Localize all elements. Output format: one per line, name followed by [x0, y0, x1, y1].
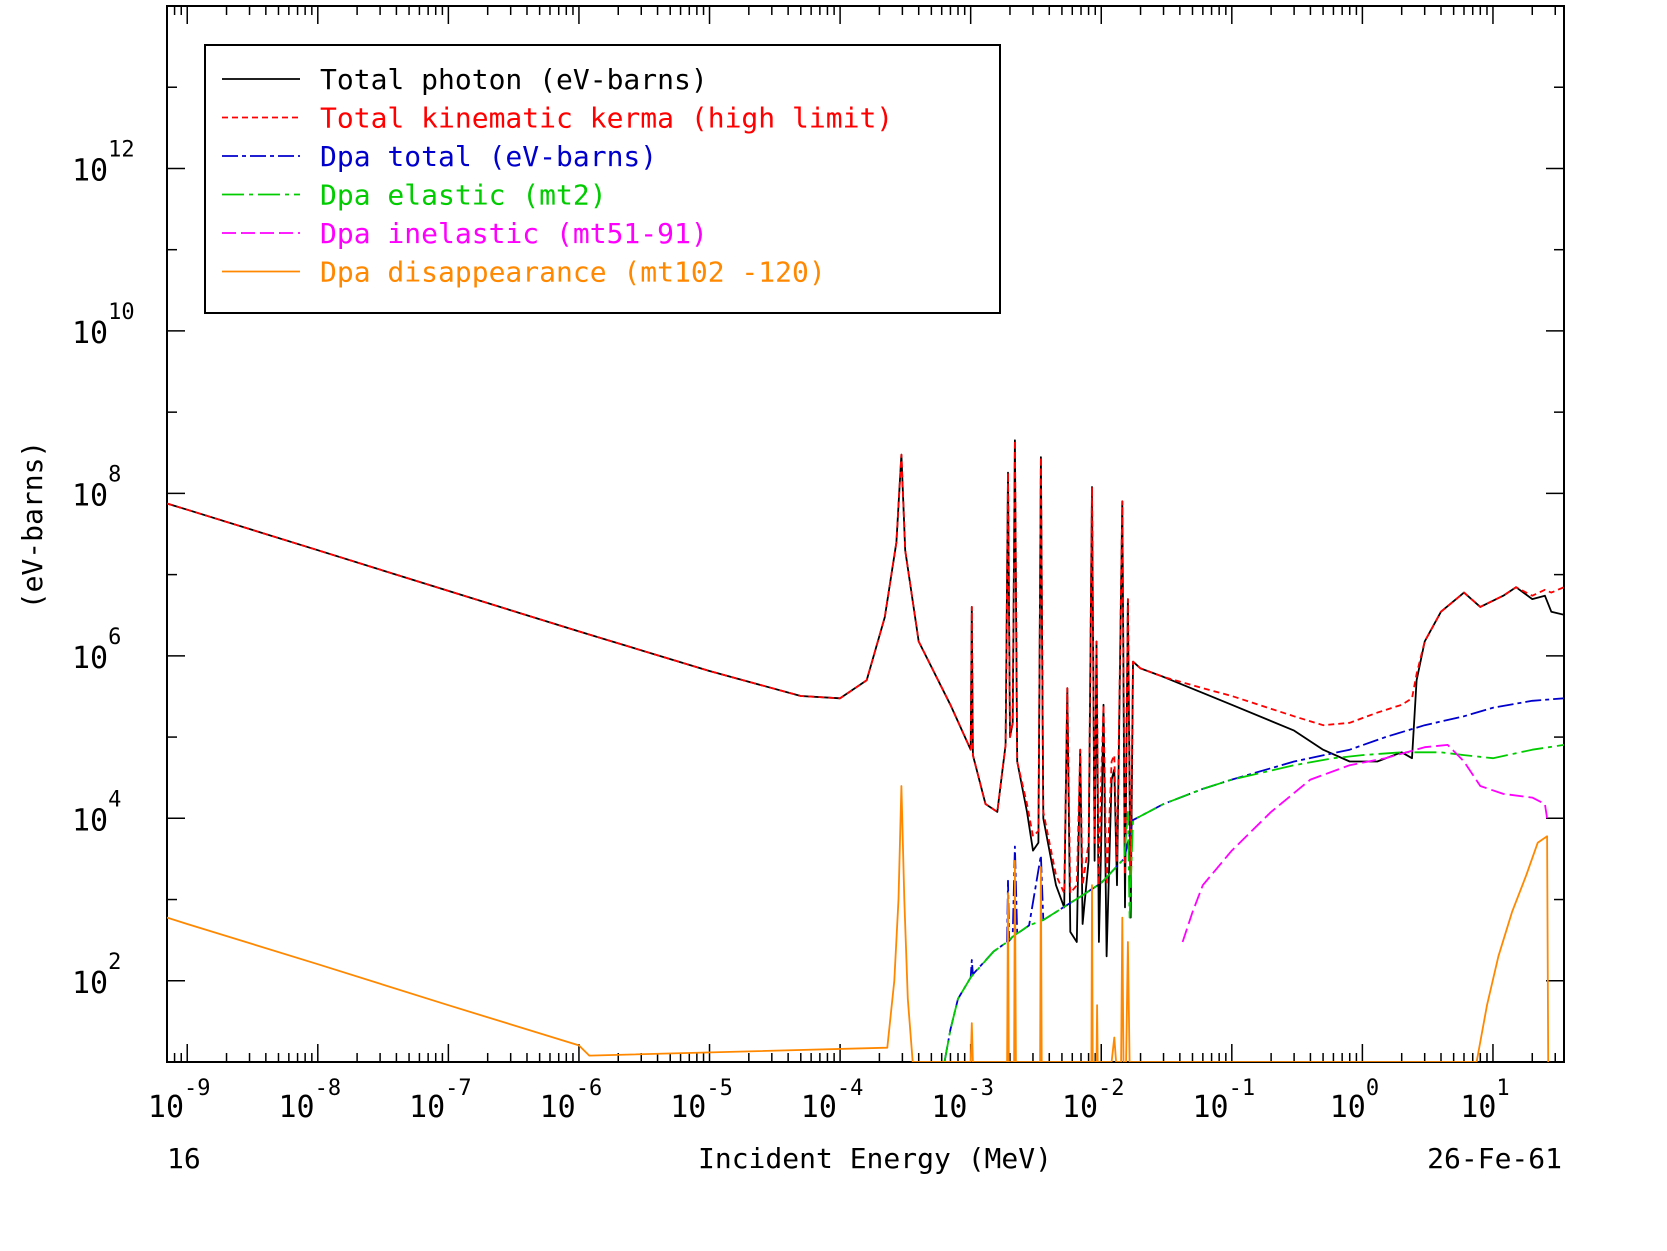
legend-label: Total photon (eV-barns) [320, 63, 708, 96]
series-line-3 [943, 697, 1564, 1062]
y-tick-label: 106 [72, 625, 121, 676]
x-tick-label: 101 [1460, 1076, 1509, 1125]
legend: Total photon (eV-barns) Total kinematic k… [204, 44, 1001, 314]
legend-label: Dpa total (eV-barns) [320, 140, 657, 173]
legend-label: Dpa disappearance (mt102 -120) [320, 256, 826, 289]
legend-entries: Total photon (eV-barns) Total kinematic k… [222, 63, 893, 289]
y-tick-label: 1010 [72, 300, 135, 351]
x-tick-label: 100 [1330, 1076, 1379, 1125]
footer-left: 16 [167, 1142, 201, 1175]
x-tick-label: 10-3 [931, 1076, 994, 1125]
series-line-5 [1181, 744, 1548, 943]
series-line-4 [943, 744, 1564, 1062]
x-tick-label: 10-8 [278, 1076, 341, 1125]
series-line-6 [167, 785, 1550, 1062]
y-tick-label: 108 [72, 462, 121, 513]
x-tick-label: 10-1 [1193, 1076, 1256, 1125]
legend-label: Total kinematic kerma (high limit) [320, 102, 893, 135]
y-tick-label: 104 [72, 787, 121, 838]
x-axis-title: Incident Energy (MeV) [698, 1142, 1052, 1175]
legend-label: Dpa elastic (mt2) [320, 179, 607, 212]
x-tick-label: 10-7 [409, 1076, 472, 1125]
legend-box [204, 44, 1001, 314]
x-tick-labels: 10-9 10-8 10-7 10-6 10-5 10-4 10-3 10-2 10-1 100 1… [148, 1076, 1510, 1125]
legend-label: Dpa inelastic (mt51-91) [320, 217, 708, 250]
major-ticks [167, 6, 1564, 1062]
x-tick-label: 10-6 [540, 1076, 603, 1125]
footer-right: 26-Fe-61 [1427, 1142, 1562, 1175]
minor-ticks [166, 6, 1564, 1063]
x-tick-label: 10-9 [148, 1076, 211, 1125]
y-tick-labels: 102 104 106 108 1010 1012 [72, 137, 135, 1000]
series-layer [167, 439, 1564, 1062]
y-tick-label: 102 [72, 950, 121, 1001]
x-tick-label: 10-4 [801, 1076, 864, 1125]
x-tick-label: 10-2 [1062, 1076, 1125, 1125]
y-tick-label: 1012 [72, 137, 135, 188]
x-tick-label: 10-5 [670, 1076, 733, 1125]
y-axis-title: (eV-barns) [16, 441, 49, 610]
